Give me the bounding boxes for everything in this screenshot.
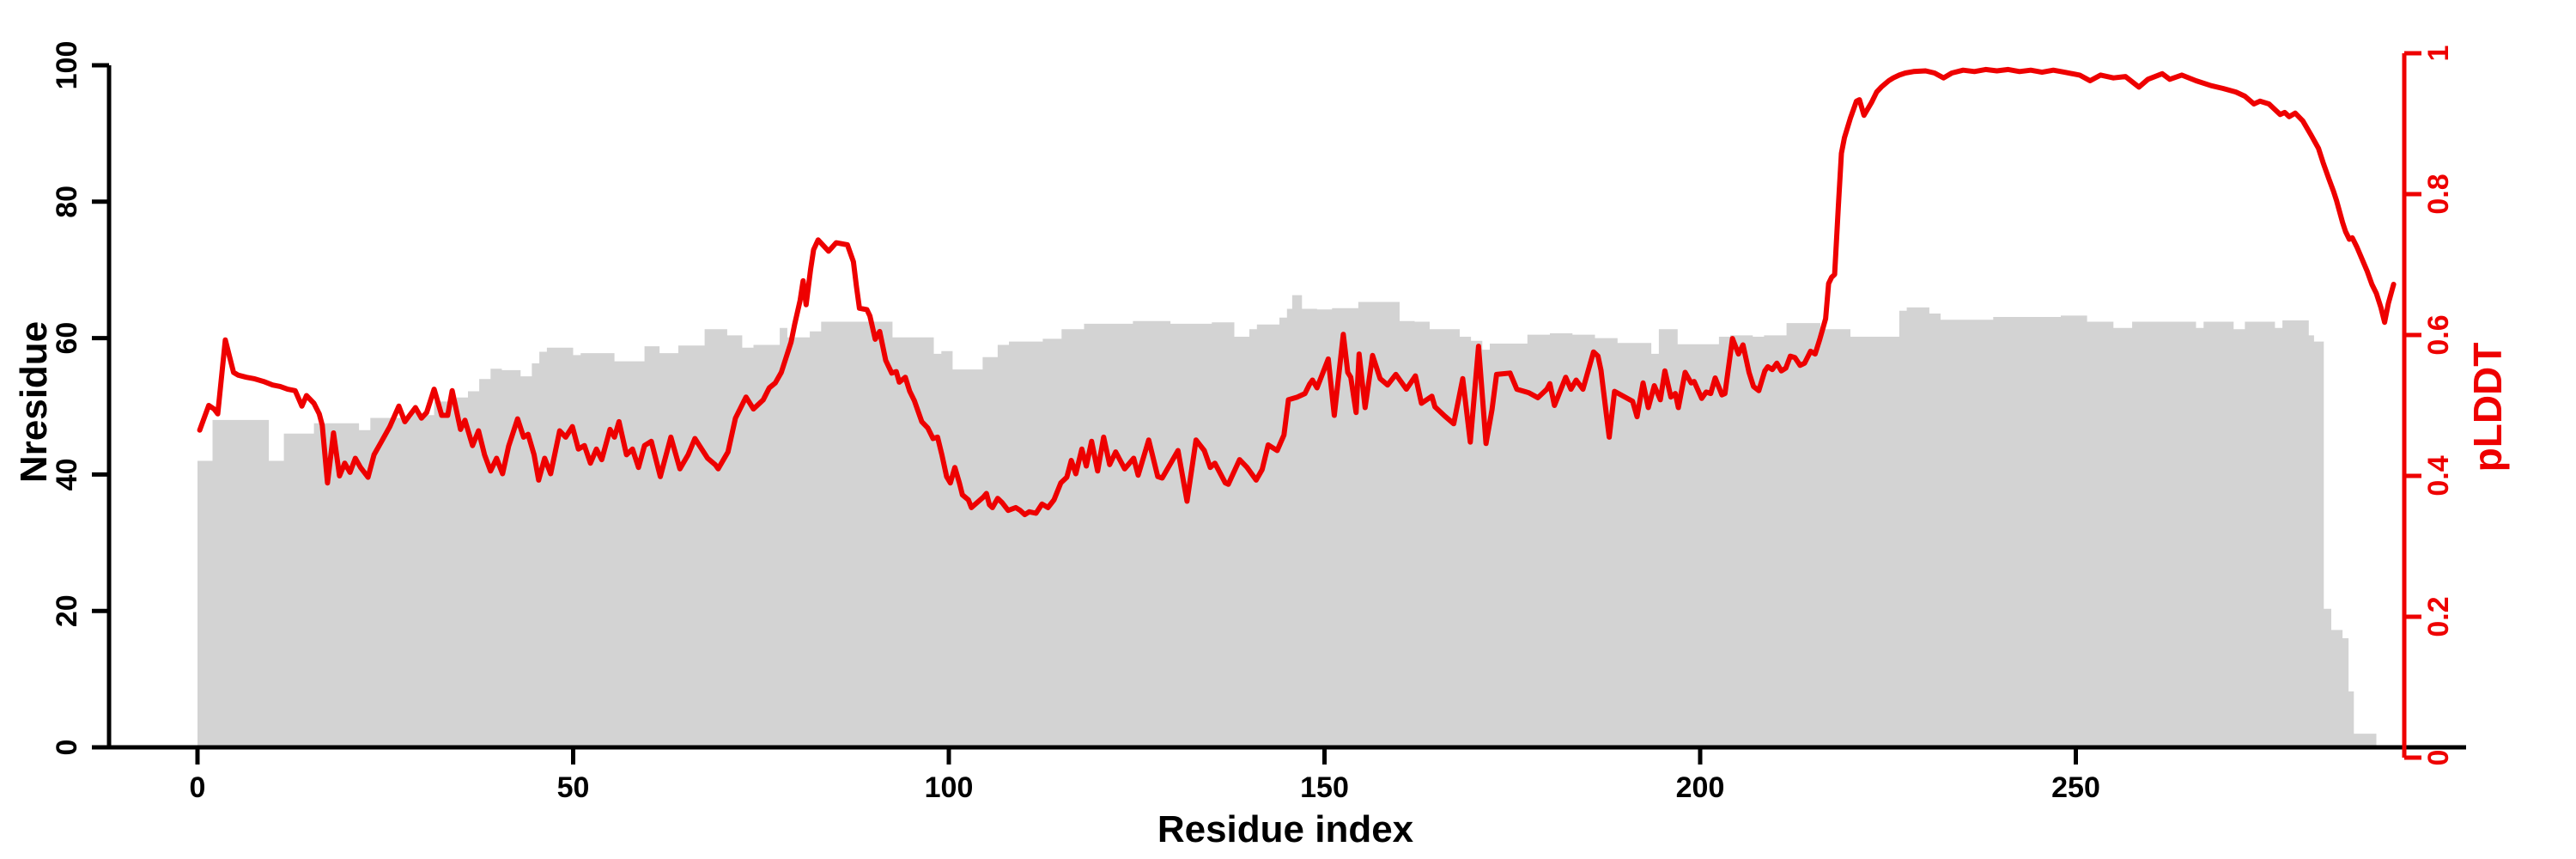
coverage-area (197, 295, 2377, 748)
left-tick-label: 80 (51, 186, 83, 218)
x-tick-label: 250 (2051, 771, 2100, 804)
x-tick-label: 150 (1300, 771, 1349, 804)
left-tick-label: 0 (51, 740, 83, 756)
x-tick-label: 100 (925, 771, 974, 804)
right-tick-label: 0.4 (2422, 455, 2455, 496)
right-tick-label: 0.2 (2422, 596, 2455, 637)
x-tick-label: 50 (557, 771, 590, 804)
right-tick-label: 0.6 (2422, 314, 2455, 355)
x-tick-label: 0 (190, 771, 206, 804)
right-tick-label: 0.8 (2422, 174, 2455, 214)
left-tick-label: 20 (51, 594, 83, 627)
left-tick-label: 40 (51, 458, 83, 490)
left-axis-title: Nresidue (13, 320, 55, 484)
right-tick-label: 1 (2422, 46, 2455, 62)
plddt-line (197, 66, 2397, 518)
right-axis-title: pLDDT (2465, 342, 2510, 472)
x-tick-label: 200 (1676, 771, 1725, 804)
right-tick-label: 0 (2422, 750, 2455, 766)
left-tick-label: 60 (51, 322, 83, 355)
bottom-axis-title: Residue index (1157, 808, 1414, 850)
left-tick-label: 100 (51, 41, 83, 90)
